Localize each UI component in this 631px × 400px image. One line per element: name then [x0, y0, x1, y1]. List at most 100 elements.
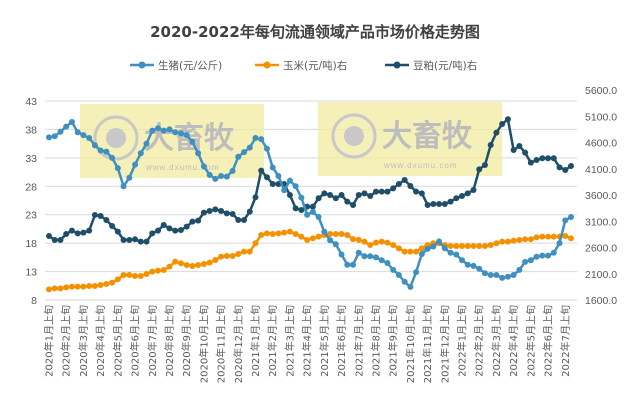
data-point	[338, 192, 345, 198]
data-point	[470, 242, 477, 249]
data-point	[114, 165, 121, 172]
left-tick-label: 28	[25, 181, 37, 193]
data-point	[533, 253, 540, 260]
data-point	[344, 261, 351, 268]
data-point	[550, 155, 557, 162]
data-point	[562, 232, 569, 239]
data-point	[91, 142, 98, 149]
data-point	[350, 261, 357, 268]
data-point	[418, 245, 425, 252]
data-point	[487, 141, 494, 148]
data-point	[367, 192, 374, 199]
data-point	[298, 206, 305, 213]
data-point	[229, 211, 236, 218]
data-point	[103, 148, 110, 155]
data-point	[57, 285, 64, 292]
data-point	[269, 231, 276, 238]
data-point	[413, 248, 420, 255]
eye-logo-icon	[331, 113, 377, 159]
data-point	[418, 250, 425, 257]
data-point	[97, 281, 104, 288]
data-point	[74, 283, 81, 290]
data-point	[298, 194, 305, 201]
data-point	[166, 126, 173, 133]
data-point	[424, 201, 431, 208]
eye-logo-pupil	[344, 126, 364, 146]
x-tick-label: 2020年7月上旬	[146, 305, 159, 377]
data-point	[315, 233, 322, 240]
data-point	[539, 233, 546, 240]
data-point	[189, 262, 196, 269]
data-point	[384, 260, 391, 267]
left-tick-label: 8	[31, 295, 37, 307]
data-point	[545, 233, 552, 240]
data-point	[407, 283, 414, 290]
series-0	[46, 119, 574, 290]
data-point	[332, 241, 339, 248]
data-point	[57, 236, 64, 243]
data-point	[395, 245, 402, 252]
data-point	[401, 278, 408, 285]
data-point	[464, 261, 471, 268]
data-point	[223, 173, 230, 180]
data-point	[372, 254, 379, 261]
data-point	[321, 228, 328, 235]
data-point	[355, 249, 362, 256]
data-point	[533, 234, 540, 241]
data-point	[527, 257, 534, 264]
data-point	[252, 134, 259, 141]
data-point	[516, 142, 523, 149]
data-point	[120, 236, 127, 243]
data-point	[481, 270, 488, 277]
data-point	[132, 161, 139, 168]
data-point	[562, 166, 569, 173]
data-point	[459, 257, 466, 264]
data-point	[263, 174, 270, 181]
data-point	[510, 237, 517, 244]
data-point	[476, 166, 483, 173]
data-point	[459, 192, 466, 199]
data-point	[361, 190, 368, 197]
x-tick-label: 2021年1月上旬	[249, 305, 262, 377]
data-point	[315, 195, 322, 202]
data-point	[372, 188, 379, 195]
data-point	[120, 272, 127, 279]
x-tick-label: 2020年5月上旬	[111, 305, 124, 377]
data-point	[143, 238, 150, 245]
data-point	[263, 230, 270, 237]
data-point	[74, 129, 81, 136]
data-point	[332, 195, 339, 202]
x-tick-label: 2021年6月上旬	[335, 305, 348, 377]
legend-label: 玉米(元/吨)右	[283, 59, 347, 72]
x-tick-label: 2020年1月上旬	[43, 305, 56, 377]
data-point	[120, 183, 127, 190]
data-point	[91, 212, 98, 219]
data-point	[109, 279, 116, 286]
data-point	[522, 236, 529, 243]
x-tick-label: 2021年10月上旬	[404, 305, 417, 383]
data-point	[292, 231, 299, 238]
data-point	[246, 144, 253, 151]
data-point	[103, 216, 110, 223]
data-point	[126, 272, 133, 279]
data-point	[149, 268, 156, 275]
x-tick-label: 2022年7月上旬	[559, 305, 572, 377]
data-point	[212, 175, 219, 182]
data-point	[401, 176, 408, 183]
data-point	[126, 236, 133, 243]
watermark-url: www.dxumu.com	[383, 161, 457, 170]
data-point	[109, 154, 116, 161]
watermark-url: www.dxumu.com	[145, 163, 219, 172]
eye-logo-icon	[93, 115, 139, 161]
data-point	[241, 248, 248, 255]
data-point	[378, 238, 385, 245]
data-point	[68, 227, 75, 234]
data-point	[80, 229, 87, 236]
x-tick-label: 2021年8月上旬	[369, 305, 382, 377]
data-point	[304, 211, 311, 218]
data-point	[177, 130, 184, 137]
data-point	[154, 267, 161, 274]
x-tick-label: 2020年9月上旬	[180, 305, 193, 377]
x-tick-label: 2021年9月上旬	[387, 305, 400, 377]
data-point	[418, 190, 425, 197]
